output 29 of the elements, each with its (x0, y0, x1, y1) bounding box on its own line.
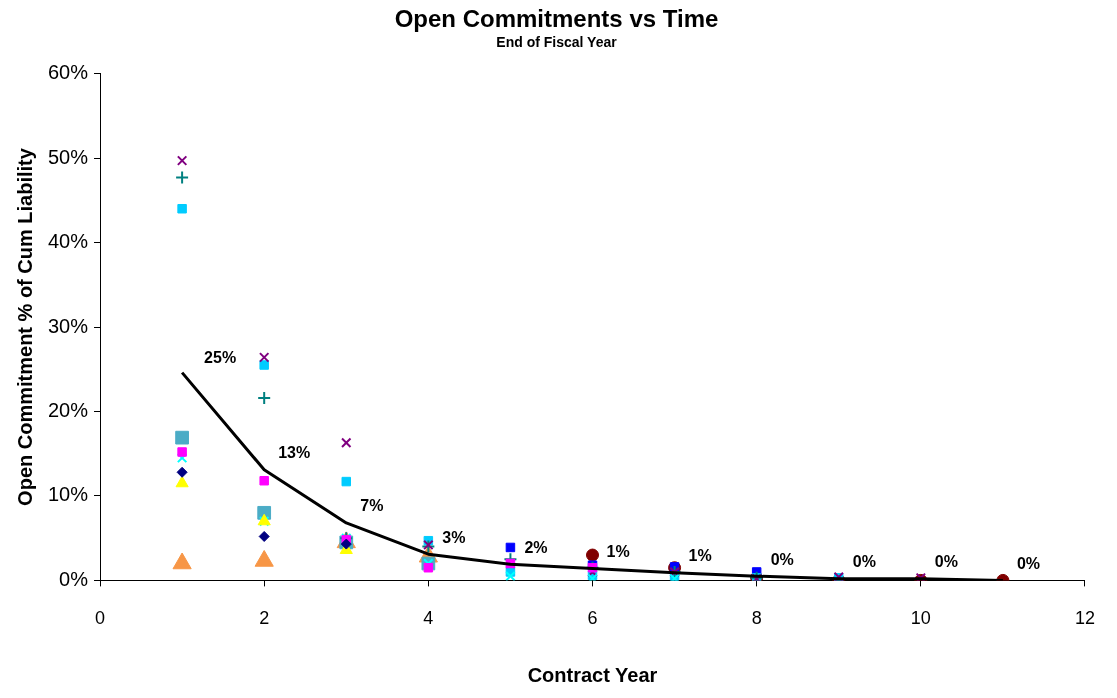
data-label: 0% (770, 550, 794, 568)
y-tick-label: 10% (48, 483, 89, 506)
data-label: 0% (934, 553, 958, 571)
data-label: 2% (524, 538, 548, 556)
y-tick-label: 50% (48, 145, 89, 168)
data-label: 13% (278, 444, 311, 462)
chart-subtitle: End of Fiscal Year (496, 34, 618, 51)
y-tick-label: 60% (48, 61, 89, 84)
x-tick-label: 4 (423, 608, 434, 629)
data-label: 0% (852, 553, 876, 571)
data-label: 7% (360, 497, 384, 515)
y-tick-label: 20% (48, 398, 89, 421)
chart-title: Open Commitments vs Time (394, 5, 719, 33)
data-label: 1% (688, 547, 712, 565)
x-axis-title: Contract Year (527, 663, 658, 686)
data-label: 3% (442, 528, 466, 546)
x-tick-label: 2 (259, 608, 270, 629)
data-label: 0% (1016, 554, 1041, 572)
data-label: 1% (606, 542, 630, 560)
y-tick-label: 40% (48, 230, 89, 253)
x-tick-label: 6 (587, 608, 598, 629)
x-tick-label: 10 (910, 608, 931, 629)
data-label: 25% (204, 349, 237, 367)
x-tick-label: 0 (95, 608, 106, 629)
x-tick-label: 8 (751, 608, 762, 629)
y-tick-label: 30% (48, 314, 89, 337)
y-tick-label: 0% (59, 567, 89, 590)
x-tick-label: 12 (1074, 608, 1095, 629)
y-axis-title: Open Commitment % of Cum Liability (13, 147, 36, 506)
